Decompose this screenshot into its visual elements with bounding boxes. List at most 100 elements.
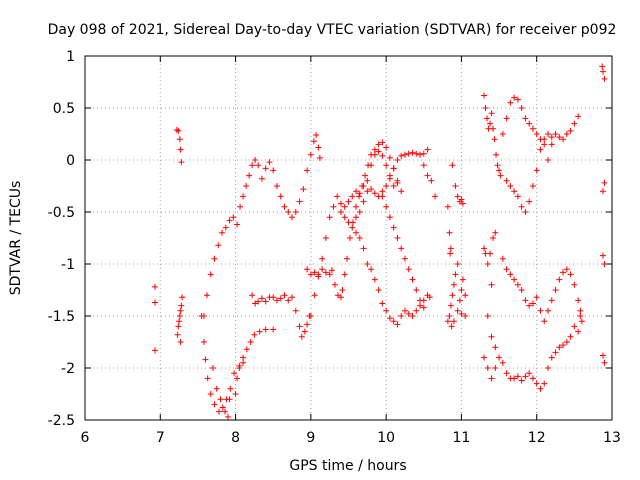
data-point [174, 331, 181, 338]
data-point [219, 229, 226, 236]
data-point [444, 318, 451, 325]
data-point [533, 380, 540, 387]
data-point [499, 359, 506, 366]
data-point [494, 162, 501, 169]
data-point [560, 342, 567, 349]
data-point [266, 159, 273, 166]
data-point [497, 172, 504, 179]
data-point [492, 365, 499, 371]
data-point [518, 287, 525, 293]
data-point [213, 385, 220, 392]
data-point [599, 188, 606, 195]
data-point [330, 203, 337, 210]
data-point [398, 188, 405, 195]
data-point [490, 125, 497, 132]
data-point [514, 373, 521, 380]
data-point [390, 318, 397, 325]
data-point [503, 370, 510, 377]
data-point [548, 134, 555, 141]
data-point [281, 292, 288, 299]
data-point [522, 297, 529, 304]
data-point [401, 255, 408, 262]
data-point [458, 310, 465, 317]
data-point [518, 105, 525, 111]
data-point [456, 297, 463, 304]
data-point [240, 354, 247, 361]
data-point [301, 328, 308, 335]
data-point [296, 323, 303, 330]
data-point [529, 125, 536, 132]
data-point [488, 375, 495, 382]
data-point [311, 292, 318, 299]
data-point [518, 203, 525, 210]
data-point [484, 261, 491, 267]
data-point [420, 150, 427, 157]
data-point [398, 245, 405, 252]
x-tick-label: 12 [528, 430, 546, 446]
data-point [386, 175, 393, 182]
data-point [207, 271, 214, 278]
data-point [526, 120, 533, 127]
data-point [394, 321, 401, 328]
data-point [379, 188, 386, 195]
data-point [507, 271, 514, 278]
data-point [326, 271, 333, 278]
data-point [484, 365, 491, 371]
data-point [560, 269, 567, 276]
data-point [499, 255, 506, 262]
data-point [285, 209, 292, 215]
data-point [328, 267, 335, 274]
data-point [514, 96, 521, 103]
data-point [575, 297, 582, 304]
data-point [273, 297, 280, 304]
data-point [413, 150, 420, 157]
data-point [507, 183, 514, 189]
data-point [152, 299, 159, 306]
data-point [526, 302, 533, 309]
data-point [371, 190, 378, 197]
data-point [240, 193, 247, 200]
data-point [481, 92, 488, 99]
x-tick-label: 13 [603, 430, 621, 446]
data-point [458, 287, 465, 293]
y-tick-label: -0.5 [48, 205, 75, 221]
data-point [567, 333, 574, 340]
data-point [232, 391, 239, 397]
data-point [386, 315, 393, 322]
data-point [176, 313, 183, 319]
data-point [533, 294, 540, 301]
data-point [541, 318, 548, 325]
data-point [307, 313, 314, 319]
data-point [273, 183, 280, 189]
data-point [326, 214, 333, 221]
y-tick-label: 0 [66, 153, 75, 169]
data-point [496, 167, 503, 174]
data-point [552, 131, 559, 137]
data-point [353, 214, 360, 221]
data-point [522, 115, 529, 122]
data-point [177, 339, 184, 345]
data-point [175, 323, 182, 330]
data-point [368, 162, 375, 169]
data-point [249, 292, 256, 299]
data-point [375, 141, 382, 148]
data-point [444, 203, 451, 210]
data-point [226, 217, 233, 224]
data-point [311, 269, 318, 276]
data-point [424, 146, 431, 153]
data-point [577, 307, 584, 314]
y-tick-label: 1 [66, 49, 75, 65]
data-point [601, 75, 608, 82]
y-tick-label: -2 [61, 361, 75, 377]
data-point [481, 354, 488, 361]
data-point [537, 385, 544, 392]
data-point [315, 144, 322, 151]
data-point [567, 271, 574, 278]
data-point [409, 276, 416, 283]
data-point [571, 281, 578, 288]
data-point [571, 120, 578, 127]
data-point [545, 365, 552, 371]
data-point [556, 344, 563, 351]
data-point [337, 294, 344, 301]
data-point [203, 292, 210, 299]
